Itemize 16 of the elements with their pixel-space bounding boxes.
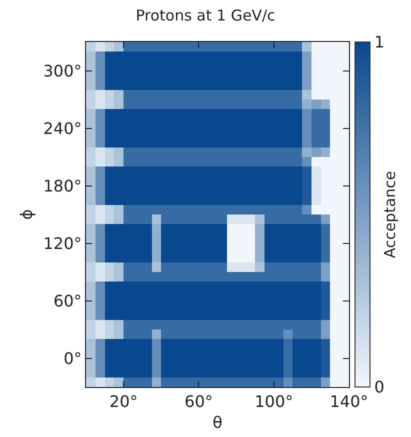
y-tick-label: 180° — [43, 176, 82, 196]
x-tick-label: 100° — [254, 392, 294, 412]
y-tick-label: 240° — [43, 118, 82, 138]
x-axis-title: θ — [212, 412, 222, 432]
y-axis-title: ϕ — [17, 209, 36, 220]
y-tick-label: 0° — [64, 348, 82, 368]
y-tick-label: 60° — [53, 291, 82, 310]
y-tick-label: 120° — [43, 234, 82, 253]
x-tick-label: 140° — [330, 392, 368, 412]
chart-title: Protons at 1 GeV/c — [136, 6, 276, 25]
color-bar-label: 1 — [374, 32, 384, 52]
color-bar-label: 0 — [374, 378, 384, 397]
y-tick-label: 300° — [43, 61, 82, 80]
x-tick-label: 60° — [184, 392, 213, 412]
x-tick-label: 20° — [109, 392, 138, 412]
color-bar-title: Acceptance — [380, 170, 399, 258]
